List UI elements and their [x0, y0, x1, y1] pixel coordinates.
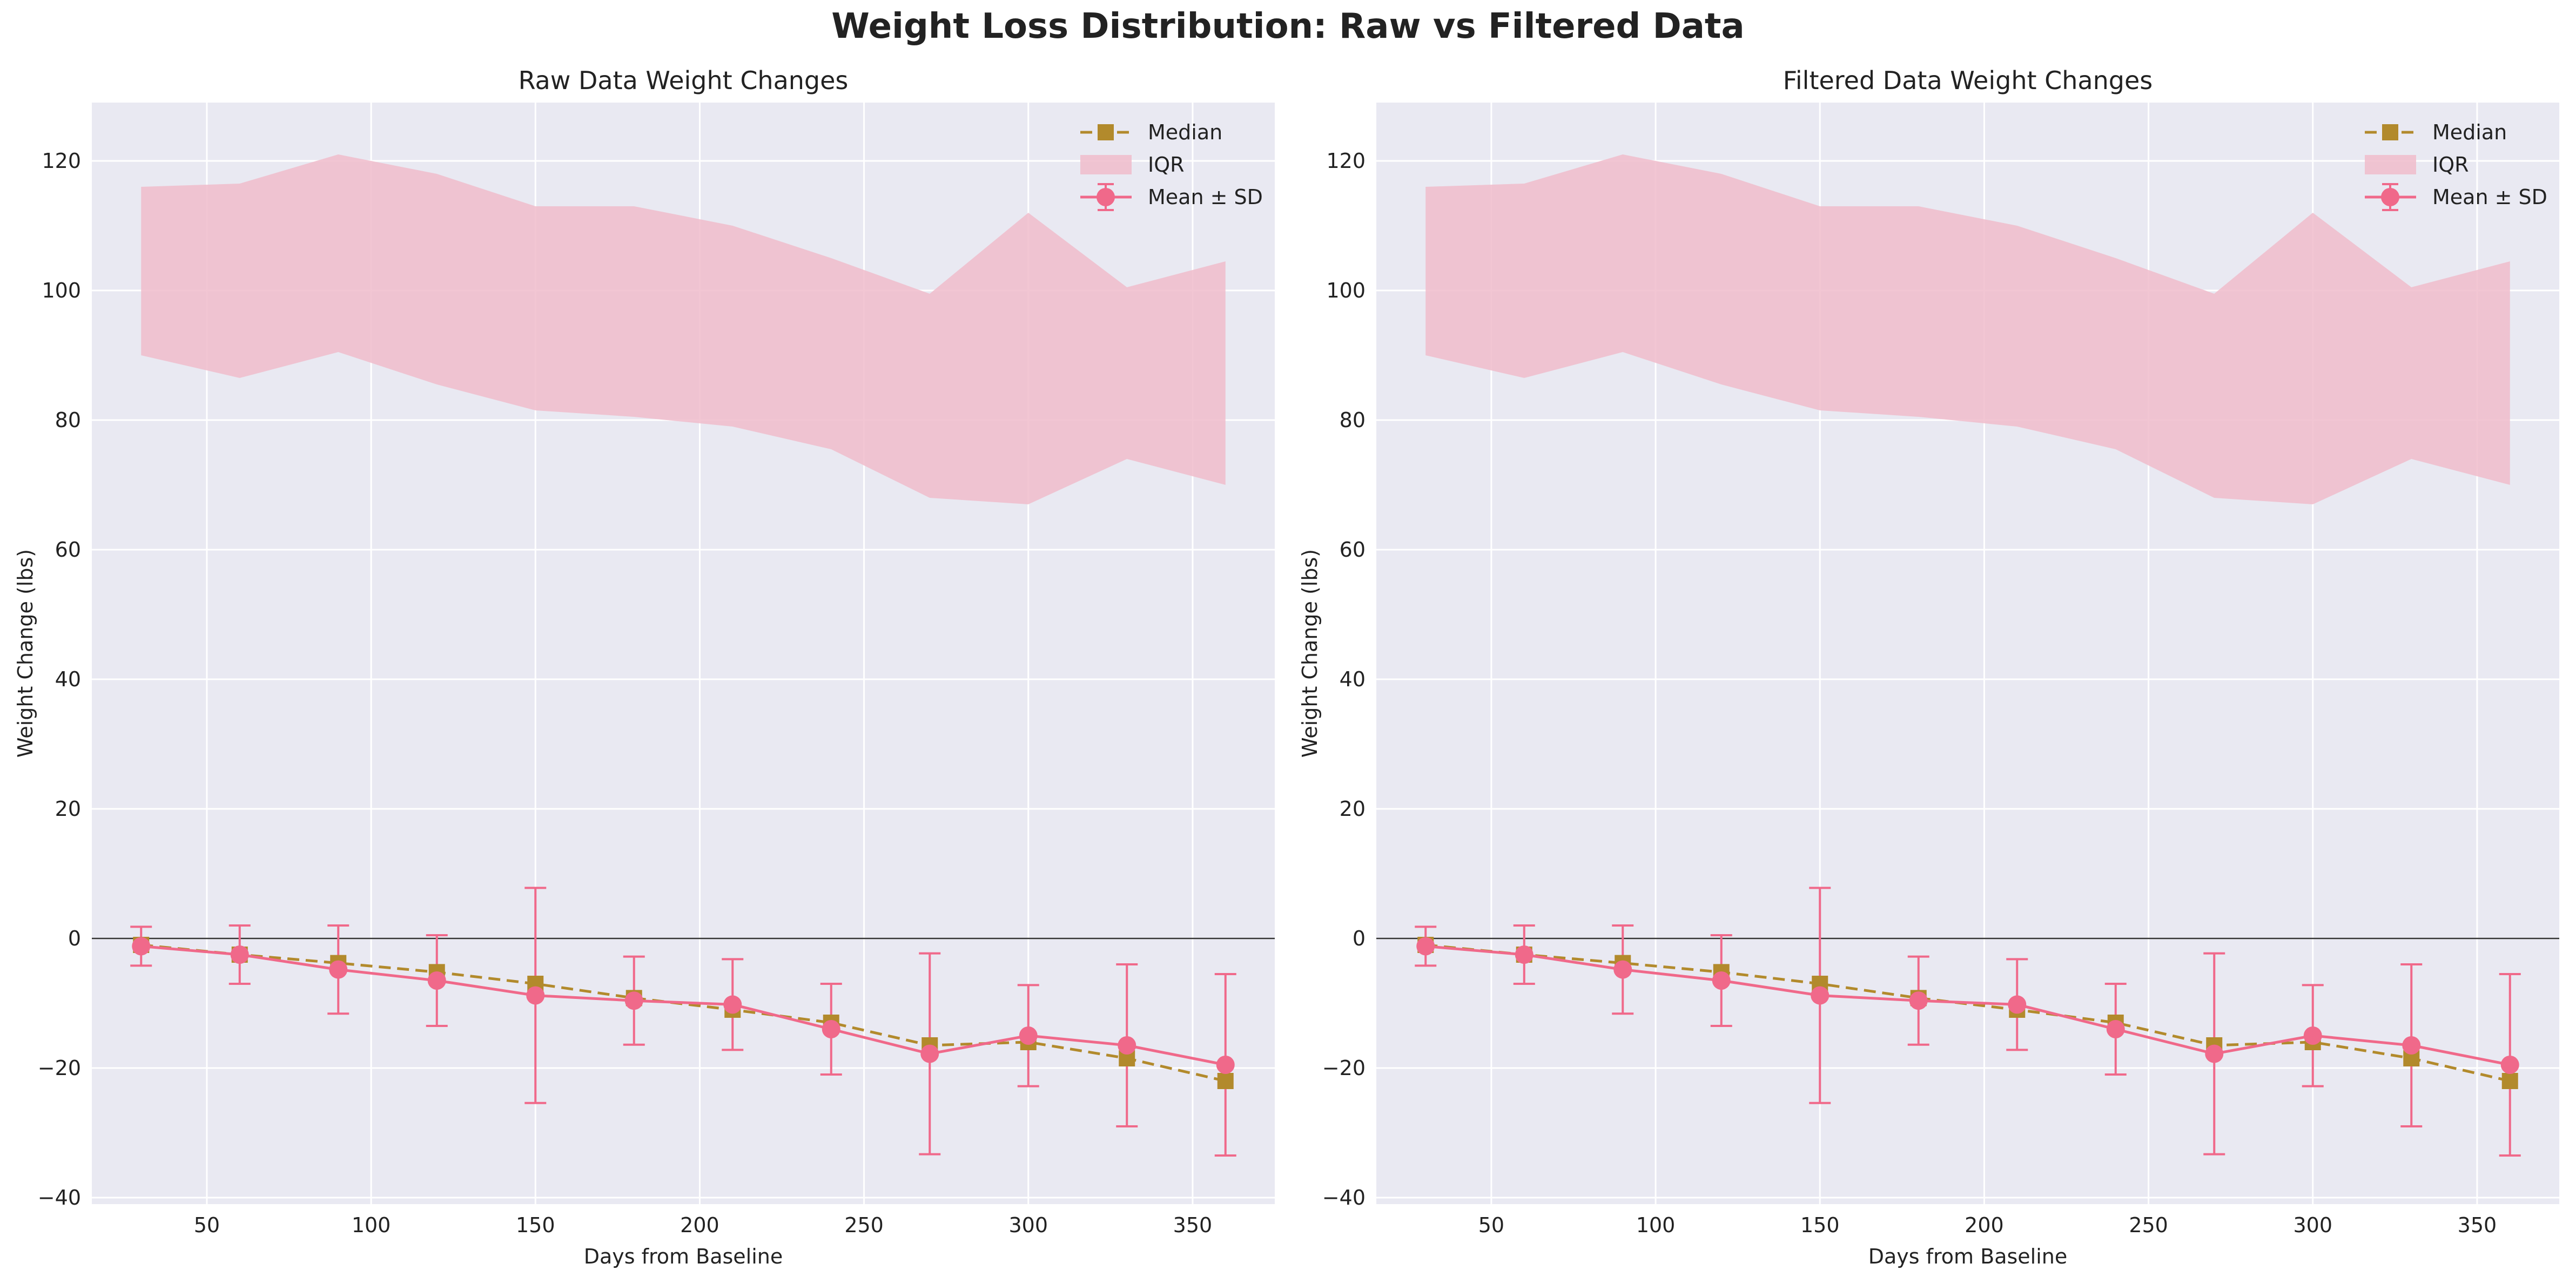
legend: Median IQR Mean ± SD [2365, 120, 2547, 211]
mean-point [1909, 991, 1928, 1010]
y-tick-label: −40 [38, 1186, 81, 1210]
y-tick-label: 80 [1340, 408, 1366, 432]
x-tick-label: 300 [2293, 1213, 2332, 1237]
x-axis-label: Days from Baseline [584, 1245, 783, 1268]
x-tick-label: 100 [1636, 1213, 1676, 1237]
mean-point [1019, 1026, 1038, 1045]
y-tick-label: 0 [1353, 927, 1366, 950]
mean-point [2008, 995, 2027, 1014]
y-tick-label: −20 [1322, 1056, 1366, 1080]
y-tick-label: 20 [55, 797, 81, 821]
x-tick-label: 150 [1800, 1213, 1840, 1237]
median-line [141, 943, 1226, 1083]
y-tick-label: −20 [38, 1056, 81, 1080]
x-tick-label: 250 [844, 1213, 884, 1237]
y-tick-label: 60 [55, 538, 81, 562]
legend-median-marker [1098, 124, 1114, 140]
mean-point [2402, 1036, 2421, 1055]
legend-iqr-swatch [2365, 155, 2416, 174]
mean-line [141, 944, 1226, 1066]
mean-point [723, 995, 742, 1014]
y-tick-label: 100 [42, 279, 81, 302]
mean-point [329, 960, 348, 979]
chart-panel-1: 50 100 150 200 250 300 350 −40 −20 0 20 40 60 80 100 12… [14, 66, 1275, 1268]
x-tick-label: 100 [352, 1213, 391, 1237]
mean-point [822, 1020, 840, 1038]
y-tick-label: 0 [68, 927, 81, 950]
x-tick-label: 350 [1173, 1213, 1213, 1237]
y-tick-label: 100 [1326, 279, 1366, 302]
mean-point [1811, 986, 1830, 1005]
y-axis-label: Weight Change (lbs) [1298, 549, 1322, 758]
x-axis-label: Days from Baseline [1868, 1245, 2068, 1268]
y-tick-label: 40 [1340, 667, 1366, 691]
legend: Median IQR Mean ± SD [1080, 120, 1263, 211]
legend-iqr-swatch [1080, 155, 1132, 174]
y-tick-label: 80 [55, 408, 81, 432]
mean-point [2500, 1056, 2519, 1074]
y-axis-label: Weight Change (lbs) [14, 549, 37, 758]
y-tick-label: −40 [1322, 1186, 1366, 1210]
x-tick-label: 250 [2129, 1213, 2168, 1237]
panel-title: Filtered Data Weight Changes [1783, 66, 2153, 95]
mean-point [132, 937, 151, 956]
legend-label-iqr: IQR [2432, 153, 2469, 177]
median-point [2501, 1073, 2518, 1089]
mean-point [1118, 1036, 1136, 1055]
chart-panel-2: 50 100 150 200 250 300 350 −40 −20 0 20 40 60 80 100 12… [1298, 66, 2559, 1268]
mean-point [1216, 1056, 1235, 1074]
mean-point [2303, 1026, 2322, 1045]
median-line [1425, 943, 2511, 1083]
legend-median-marker [2382, 124, 2398, 140]
mean-point [2106, 1020, 2125, 1038]
mean-point [1416, 937, 1435, 956]
mean-point [624, 991, 643, 1010]
y-tick-label: 120 [42, 149, 81, 173]
panel-title: Raw Data Weight Changes [519, 66, 849, 95]
mean-point [526, 986, 545, 1005]
x-tick-label: 200 [1965, 1213, 2004, 1237]
mean-point [230, 945, 249, 964]
legend-label-iqr: IQR [1148, 153, 1185, 177]
mean-point [1613, 960, 1632, 979]
x-tick-label: 350 [2458, 1213, 2497, 1237]
mean-point [920, 1044, 939, 1063]
iqr-band [1425, 154, 2510, 504]
x-tick-label: 200 [680, 1213, 719, 1237]
mean-point [1712, 971, 1731, 990]
iqr-band [141, 154, 1226, 504]
mean-point [2205, 1044, 2224, 1063]
mean-point [427, 971, 446, 990]
x-tick-label: 150 [516, 1213, 555, 1237]
legend-mean-marker [1097, 188, 1115, 206]
median-point [1217, 1073, 1234, 1089]
y-tick-label: 60 [1340, 538, 1366, 562]
figure-title: Weight Loss Distribution: Raw vs Filtere… [831, 6, 1745, 46]
legend-label-median: Median [2432, 120, 2507, 144]
y-tick-label: 20 [1340, 797, 1366, 821]
mean-point [1515, 945, 1534, 964]
mean-line [1425, 944, 2511, 1066]
y-tick-label: 120 [1326, 149, 1366, 173]
legend-mean-marker [2381, 188, 2399, 206]
legend-label-mean: Mean ± SD [1148, 185, 1263, 209]
x-tick-label: 300 [1008, 1213, 1048, 1237]
legend-label-mean: Mean ± SD [2432, 185, 2547, 209]
x-tick-label: 50 [1478, 1213, 1504, 1237]
y-tick-label: 40 [55, 667, 81, 691]
x-tick-label: 50 [194, 1213, 220, 1237]
legend-label-median: Median [1148, 120, 1222, 144]
